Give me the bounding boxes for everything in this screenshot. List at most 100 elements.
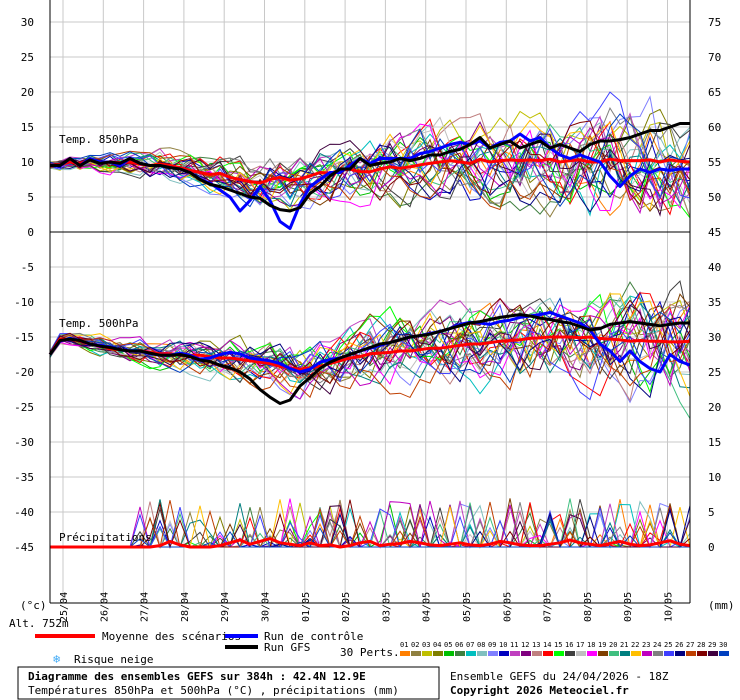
pert-swatch — [631, 651, 641, 656]
pert-swatch — [477, 651, 487, 656]
date-label: 09/05 — [623, 592, 634, 622]
pert-swatch — [664, 651, 674, 656]
pert-swatch — [455, 651, 465, 656]
pert-swatch — [565, 651, 575, 656]
pert-swatch — [499, 651, 509, 656]
left-axis-unit: (°c) — [20, 599, 47, 612]
pert-number: 30 — [719, 641, 727, 649]
pert-swatch — [554, 651, 564, 656]
legend: Moyenne des scénarios Run de contrôle Ru… — [35, 630, 729, 666]
pert-number: 10 — [499, 641, 507, 649]
tick-label-right: 50 — [708, 191, 721, 204]
tick-label-right: 20 — [708, 401, 721, 414]
footer-run: Ensemble GEFS du 24/04/2026 - 18Z — [450, 670, 669, 683]
legend-mean: Moyenne des scénarios — [102, 630, 241, 643]
tick-label-right: 70 — [708, 51, 721, 64]
main-series — [48, 122, 691, 549]
legend-control: Run de contrôle — [264, 630, 363, 643]
date-label: 27/04 — [140, 592, 151, 622]
pert-number: 21 — [620, 641, 628, 649]
snowflake-icon: ❄ — [53, 652, 60, 666]
tick-label-left: 15 — [21, 121, 34, 134]
tick-label-right: 60 — [708, 121, 721, 134]
pert-number: 17 — [576, 641, 584, 649]
tick-label-left: 5 — [27, 191, 34, 204]
ensemble-line — [49, 303, 691, 401]
pert-legend: 01 02 03 04 05 06 07 08 09 10 11 12 13 14 15 16 17 18 19 20… — [400, 641, 729, 656]
date-label: 06/05 — [502, 592, 513, 622]
panel-label-precip: Précipitations — [59, 531, 152, 544]
pert-number: 24 — [653, 641, 661, 649]
pert-swatch — [466, 651, 476, 656]
footer-title: Diagramme des ensembles GEFS sur 384h : … — [28, 670, 366, 683]
tick-label-left: -45 — [14, 541, 34, 554]
ensemble-line — [49, 144, 691, 213]
date-label: 02/05 — [341, 592, 352, 622]
tick-label-left: 20 — [21, 86, 34, 99]
mean-line — [50, 537, 691, 549]
pert-swatch — [510, 651, 520, 656]
plot-frame — [49, 0, 691, 604]
pert-swatch — [444, 651, 454, 656]
tick-label-right: 55 — [708, 156, 721, 169]
tick-label-right: 35 — [708, 296, 721, 309]
pert-number: 01 — [400, 641, 408, 649]
pert-number: 04 — [433, 641, 441, 649]
pert-number: 20 — [609, 641, 617, 649]
right-axis-unit: (mm) — [708, 599, 735, 612]
tick-label-left: -5 — [21, 261, 34, 274]
tick-label-left: -35 — [14, 471, 34, 484]
pert-number: 03 — [422, 641, 430, 649]
tick-label-right: 25 — [708, 366, 721, 379]
tick-label-left: 30 — [21, 16, 34, 29]
footer: Diagramme des ensembles GEFS sur 384h : … — [17, 666, 669, 700]
pert-number: 19 — [598, 641, 606, 649]
pert-number: 29 — [708, 641, 716, 649]
date-label: 28/04 — [180, 592, 191, 622]
ensemble-line — [49, 112, 691, 209]
tick-label-right: 5 — [708, 506, 715, 519]
pert-number: 11 — [510, 641, 518, 649]
ensemble-line — [49, 302, 691, 389]
date-label: 05/05 — [462, 592, 473, 622]
tick-label-right: 75 — [708, 16, 721, 29]
pert-swatch — [653, 651, 663, 656]
legend-snow: Risque neige — [74, 653, 153, 666]
tick-label-left: -15 — [14, 331, 34, 344]
pert-swatch — [488, 651, 498, 656]
pert-number: 13 — [532, 641, 540, 649]
pert-swatch — [686, 651, 696, 656]
pert-swatch — [719, 651, 729, 656]
pert-swatch — [532, 651, 542, 656]
footer-subtitle: Températures 850hPa et 500hPa (°C) , pré… — [28, 684, 399, 697]
tick-label-left: -30 — [14, 436, 34, 449]
date-label: 10/05 — [664, 592, 675, 622]
pert-swatch — [587, 651, 597, 656]
tick-label-right: 30 — [708, 331, 721, 344]
gfs-line — [48, 313, 690, 405]
pert-number: 16 — [565, 641, 573, 649]
tick-label-right: 45 — [708, 226, 721, 239]
date-label: 29/04 — [220, 592, 231, 622]
pert-number: 23 — [642, 641, 650, 649]
altitude-label: Alt. 752m — [9, 617, 69, 630]
footer-box — [17, 666, 440, 700]
pert-swatch — [620, 651, 630, 656]
pert-swatch — [543, 651, 553, 656]
date-label: 25/04 — [59, 592, 70, 622]
legend-gfs: Run GFS — [264, 641, 310, 654]
pert-number: 27 — [686, 641, 694, 649]
ensemble-line — [49, 293, 691, 394]
pert-number: 14 — [543, 641, 551, 649]
pert-number: 22 — [631, 641, 639, 649]
pert-swatch — [675, 651, 685, 656]
tick-label-right: 65 — [708, 86, 721, 99]
footer-copyright: Copyright 2026 Meteociel.fr — [450, 684, 629, 697]
pert-swatch — [400, 651, 410, 656]
legend-perts: 30 Perts. — [340, 646, 400, 659]
pert-number: 07 — [466, 641, 474, 649]
pert-swatch — [697, 651, 707, 656]
tick-label-right: 10 — [708, 471, 721, 484]
tick-label-left: -10 — [14, 296, 34, 309]
